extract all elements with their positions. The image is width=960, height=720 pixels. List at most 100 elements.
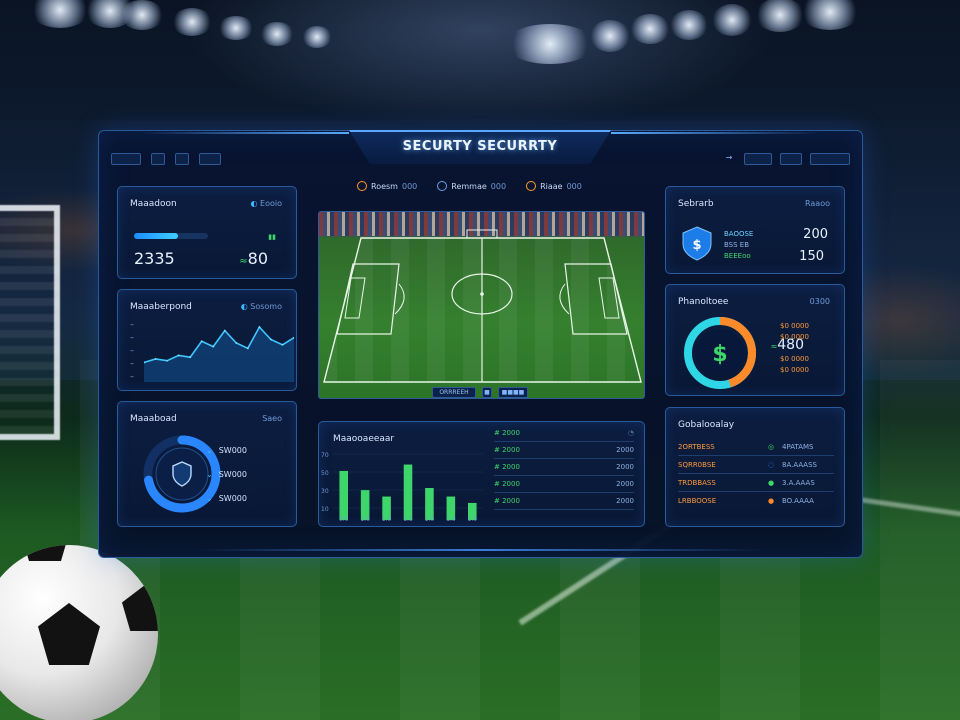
- metric-value: 200: [803, 227, 828, 242]
- ranked-list: 2ORTBESS ◎ 4PATAMS SQRR0BSE ◌ 8A.AAASS T…: [678, 438, 834, 510]
- card-subtitle-text: Eooio: [260, 199, 282, 208]
- progress-track: [134, 233, 208, 239]
- data-point: [246, 347, 249, 350]
- card-subtitle: ◐ Eooio: [251, 199, 283, 208]
- list-item[interactable]: TRDBBASS ● 3.A.AAAS: [678, 474, 834, 492]
- tab-item[interactable]: Roesm 000: [357, 181, 417, 191]
- data-point: [235, 342, 238, 344]
- accent-line: [139, 132, 349, 134]
- view-tabs: Roesm 000 Remmae 000 Riaae 000: [357, 181, 582, 191]
- data-point: [223, 329, 226, 332]
- refresh-icon[interactable]: ◐: [250, 199, 258, 208]
- dashboard-panel: SECURTY SECURRTY → Maaadoon ◐ Eooio 2335…: [98, 130, 863, 558]
- toolbar-button[interactable]: [175, 153, 189, 165]
- metric-value: 2335: [134, 249, 175, 268]
- x-tick-label: 1.0: [446, 516, 456, 523]
- title-tab: [349, 130, 611, 164]
- dollar-icon: $: [712, 342, 727, 367]
- bar: [403, 464, 413, 520]
- info-lines: BAOOSE BSS EB BEEEoo: [724, 230, 754, 260]
- toolbar-right: →: [722, 153, 850, 165]
- tab-item[interactable]: Riaae 000: [526, 181, 582, 191]
- y-axis-ticks: – – – – –: [130, 320, 134, 381]
- pitch-markings: [323, 229, 642, 383]
- card-subtitle: Raaoo: [805, 199, 830, 208]
- toolbar-button[interactable]: [780, 153, 802, 165]
- data-point: [258, 326, 261, 328]
- stat-list: # 2000 ◔ # 2000 2000 # 2000 2000 # 2000 2000…: [494, 424, 634, 510]
- compass-icon: [437, 181, 448, 191]
- legend-row: ⌄ SW000: [206, 493, 247, 503]
- field-controls: ORRREEH ■ ■■■■: [432, 387, 528, 398]
- ball-icon: [357, 181, 367, 191]
- x-tick-label: 1.0: [424, 516, 435, 523]
- x-tick-label: 1.0: [360, 516, 370, 523]
- metric-value: ≈480: [770, 337, 804, 353]
- legend-row: ⌄ SW000: [206, 469, 247, 479]
- data-point: [212, 345, 215, 348]
- ring-icon: ◌: [768, 460, 775, 469]
- toolbar-button[interactable]: [111, 153, 141, 165]
- card-title: Maaooaeeaar: [333, 434, 395, 444]
- list-item[interactable]: 2ORTBESS ◎ 4PATAMS: [678, 438, 834, 456]
- card-title: Sebrarb: [678, 199, 714, 209]
- area-chart: [144, 325, 294, 382]
- y-axis: 70 50 30 10: [321, 452, 329, 513]
- panel-bottom-accent: [199, 549, 764, 551]
- toolbar-left: [111, 153, 221, 165]
- tab-item[interactable]: Remmae 000: [437, 181, 506, 191]
- donut-chart: $: [684, 317, 756, 389]
- shield-dollar-icon: $: [682, 226, 712, 261]
- field-view[interactable]: [318, 211, 645, 399]
- arrow-icon[interactable]: →: [725, 153, 733, 162]
- value-list: $0 0000 $0 0000 $0 0000 $0 0000: [780, 322, 809, 374]
- data-point: [177, 354, 180, 357]
- card-bar-chart: Maaooaeeaar 70 50 30 10 0.0 1.0 1.0 1.5 1.0 1…: [318, 421, 645, 527]
- ring-legend: ⌄ SW000 ⌄ SW000 ⌄ SW000: [206, 438, 276, 510]
- card-title: Maaaboad: [130, 414, 177, 424]
- toolbar-button[interactable]: [744, 153, 772, 165]
- data-point: [281, 343, 284, 346]
- data-point: [200, 340, 203, 343]
- panel-title: SECURTY SECURRTY: [402, 139, 558, 154]
- toolbar-button[interactable]: [151, 153, 165, 165]
- stop-button[interactable]: ■: [482, 387, 492, 398]
- list-item[interactable]: SQRR0BSE ◌ 8A.AAASS: [678, 456, 834, 474]
- list-item[interactable]: # 2000 2000: [494, 459, 634, 476]
- card-title: Phanoltoee: [678, 297, 729, 307]
- card-bottom-left: Maaaboad Saeo ⌄ SW000 ⌄ SW000 ⌄ SW000: [117, 401, 297, 527]
- x-tick-label: 1.5: [403, 516, 413, 523]
- x-axis: 0.0 1.0 1.0 1.5 1.0 1.0 1.0: [333, 516, 483, 526]
- status-indicator: ▮▮: [268, 233, 276, 241]
- card-mid-right: Phanoltoee 0300 $ ≈480 $0 0000 $0 0000 $…: [665, 284, 845, 396]
- list-item[interactable]: # 2000 2000: [494, 476, 634, 493]
- playback-button[interactable]: ORRREEH: [432, 387, 476, 398]
- list-item[interactable]: LRBBOOSE ● BO.AAAA: [678, 497, 814, 505]
- refresh-icon[interactable]: ◐: [240, 302, 248, 311]
- legend-row: ⌄ SW000: [206, 445, 247, 455]
- metric-value: ≈80: [239, 249, 268, 268]
- x-tick-label: 0.0: [338, 516, 349, 523]
- card-top-left: Maaadoon ◐ Eooio 2335 ≈80 ▮▮: [117, 186, 297, 279]
- toolbar-button[interactable]: [199, 153, 221, 165]
- card-title: Maaaberpond: [130, 302, 192, 312]
- list-item[interactable]: # 2000 2000: [494, 442, 634, 459]
- list-header: # 2000 ◔: [494, 424, 634, 442]
- bar-chart: [333, 453, 483, 520]
- bar: [360, 490, 370, 520]
- bar: [382, 496, 391, 520]
- x-tick-label: 1.0: [381, 516, 392, 523]
- speed-button[interactable]: ■■■■: [498, 387, 528, 398]
- card-bottom-right: Gobalooalay 2ORTBESS ◎ 4PATAMS SQRR0BSE …: [665, 407, 845, 527]
- card-top-right: Sebrarb Raaoo $ BAOOSE BSS EB BEEEoo 200…: [665, 186, 845, 274]
- toolbar-button[interactable]: [810, 153, 850, 165]
- metric-value: 150: [799, 249, 824, 264]
- bar: [446, 496, 456, 520]
- svg-text:$: $: [692, 238, 701, 253]
- goal-post: [0, 205, 60, 440]
- shield-icon: [172, 461, 192, 487]
- data-point: [270, 338, 272, 341]
- area-fill: [144, 327, 294, 382]
- list-item[interactable]: # 2000 2000: [494, 493, 634, 510]
- spinner-icon: ◔: [627, 428, 634, 437]
